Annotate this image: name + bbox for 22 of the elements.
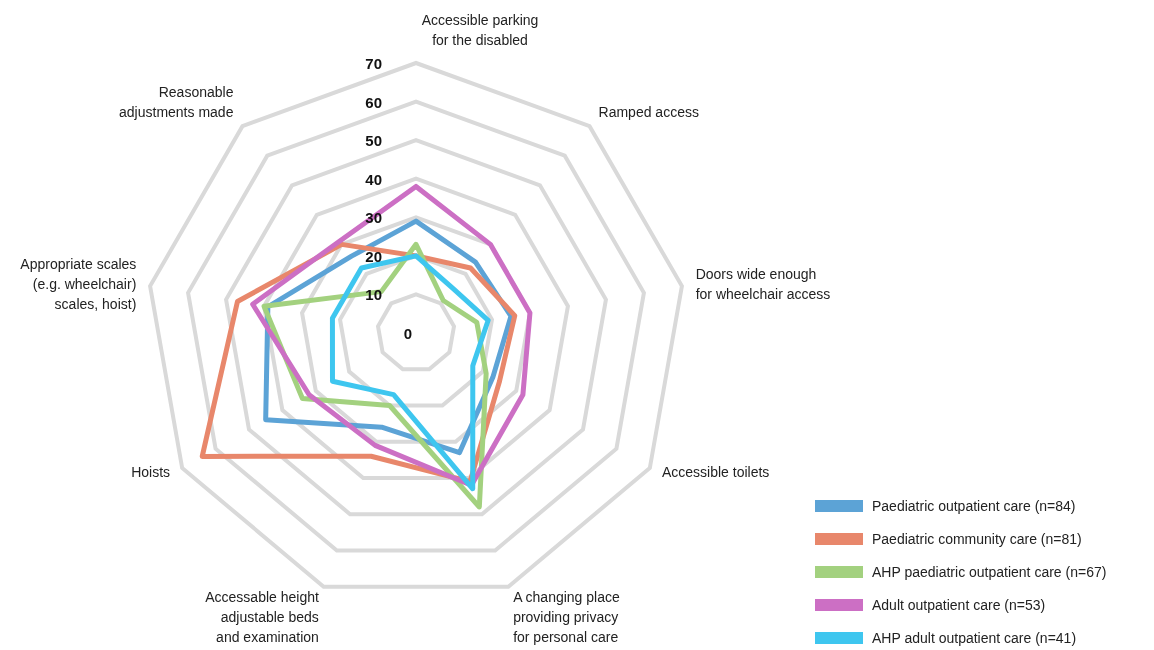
legend-label: Adult outpatient care (n=53) — [872, 597, 1046, 613]
legend-label: Paediatric community care (n=81) — [872, 531, 1082, 547]
spoke-label: Accessible parking for the disabled — [421, 12, 539, 48]
y-tick-label: 60 — [365, 93, 382, 111]
y-tick-label: 40 — [365, 170, 382, 188]
y-tick-label: 50 — [365, 132, 382, 150]
spoke-label: Reasonable adjustments made — [119, 84, 234, 121]
legend-label: Paediatric outpatient care (n=84) — [872, 498, 1076, 514]
spoke-label: Doors wide enough for wheelchair access — [695, 265, 831, 302]
legend-label: AHP paediatric outpatient care (n=67) — [872, 564, 1107, 580]
y-tick-label: 70 — [365, 55, 382, 72]
spoke-label: Ramped access — [598, 104, 699, 121]
spoke-label: Accessible toilets — [661, 464, 770, 480]
spoke-label: A changing place providing privacy for personal care — [513, 588, 620, 645]
y-tick-label: 10 — [365, 286, 382, 304]
y-tick-label: 20 — [365, 247, 382, 265]
y-tick-label: 0 — [403, 325, 412, 342]
legend-label: AHP adult outpatient care (n=41) — [872, 630, 1077, 646]
spoke-label: Appropriate scales (e.g. wheelchair) scales, hoist) — [20, 255, 137, 312]
spoke-label: Accessable height adjustable beds and examination — [205, 588, 319, 645]
y-tick-label: 30 — [365, 209, 382, 227]
spoke-label: Hoists — [131, 464, 171, 480]
